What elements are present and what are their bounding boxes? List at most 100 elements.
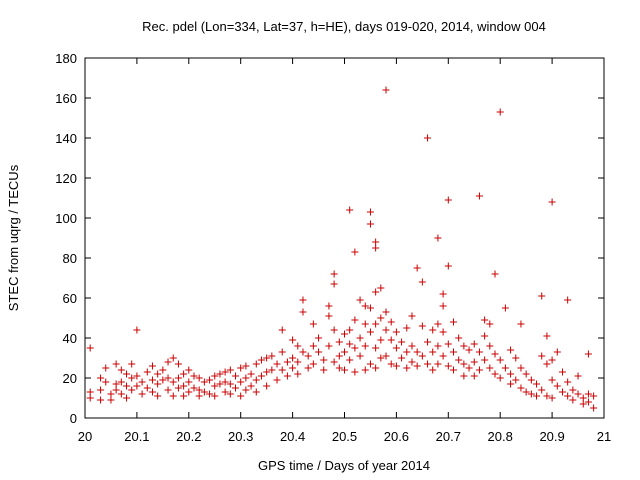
data-point [164, 374, 172, 382]
data-point [449, 318, 457, 326]
data-point [553, 382, 561, 390]
x-tick-label: 20 [78, 429, 92, 444]
data-point [501, 364, 509, 372]
data-point [148, 376, 156, 384]
data-point [190, 384, 198, 392]
data-point [268, 352, 276, 360]
data-point [148, 388, 156, 396]
data-point [590, 404, 598, 412]
y-tick: 140 [55, 131, 604, 146]
data-point [185, 388, 193, 396]
y-tick-label: 60 [63, 291, 77, 306]
data-point [475, 192, 483, 200]
data-point [470, 340, 478, 348]
data-point [584, 390, 592, 398]
data-point [351, 316, 359, 324]
data-point [128, 386, 136, 394]
data-point [200, 378, 208, 386]
data-point [309, 342, 317, 350]
x-tick: 20.6 [384, 58, 409, 444]
data-point [439, 352, 447, 360]
data-point [460, 342, 468, 350]
data-point [496, 108, 504, 116]
data-point [315, 334, 323, 342]
data-point [564, 296, 572, 304]
data-point [133, 382, 141, 390]
data-point [320, 356, 328, 364]
data-point [351, 248, 359, 256]
data-point [164, 386, 172, 394]
data-point [538, 352, 546, 360]
data-point [273, 360, 281, 368]
data-point [174, 360, 182, 368]
data-point [325, 312, 333, 320]
data-point [387, 360, 395, 368]
data-point [512, 354, 520, 362]
data-point [180, 392, 188, 400]
data-point [543, 360, 551, 368]
data-point [123, 394, 131, 402]
data-point [97, 386, 105, 394]
data-point [408, 358, 416, 366]
data-point [548, 198, 556, 206]
data-point [128, 374, 136, 382]
y-tick: 120 [55, 171, 604, 186]
data-point [372, 288, 380, 296]
data-point [97, 396, 105, 404]
y-tick-label: 180 [55, 51, 77, 66]
data-point [273, 376, 281, 384]
data-point [470, 372, 478, 380]
data-point [206, 376, 214, 384]
data-point [242, 362, 250, 370]
data-point [455, 356, 463, 364]
data-point [418, 278, 426, 286]
data-point [351, 344, 359, 352]
data-point [387, 318, 395, 326]
data-point [143, 368, 151, 376]
data-point [398, 338, 406, 346]
data-point [330, 358, 338, 366]
data-point [413, 264, 421, 272]
plot-frame [84, 57, 605, 419]
x-tick-label: 21 [597, 429, 611, 444]
data-point [102, 364, 110, 372]
data-point [128, 360, 136, 368]
x-tick: 20.1 [124, 58, 150, 444]
data-point [564, 392, 572, 400]
data-point [356, 334, 364, 342]
data-point [335, 364, 343, 372]
data-point [517, 384, 525, 392]
x-axis-label: GPS time / Days of year 2014 [258, 458, 430, 473]
data-point [429, 348, 437, 356]
data-point [408, 342, 416, 350]
data-point [102, 378, 110, 386]
data-point [221, 378, 229, 386]
data-point [517, 320, 525, 328]
data-point [304, 364, 312, 372]
data-point [392, 362, 400, 370]
data-point [117, 378, 125, 386]
data-point [486, 342, 494, 350]
data-point [548, 394, 556, 402]
data-point [299, 308, 307, 316]
data-point [372, 320, 380, 328]
data-point [444, 196, 452, 204]
data-point [174, 384, 182, 392]
data-point [133, 372, 141, 380]
data-point [366, 208, 374, 216]
data-point [180, 370, 188, 378]
data-point [278, 326, 286, 334]
data-points [86, 86, 598, 412]
data-point [475, 348, 483, 356]
data-point [517, 364, 525, 372]
data-point [590, 392, 598, 400]
data-point [330, 326, 338, 334]
data-point [237, 392, 245, 400]
x-tick: 20.9 [539, 58, 565, 444]
data-point [112, 380, 120, 388]
data-point [361, 342, 369, 350]
data-point [569, 386, 577, 394]
data-point [382, 308, 390, 316]
data-point [221, 388, 229, 396]
